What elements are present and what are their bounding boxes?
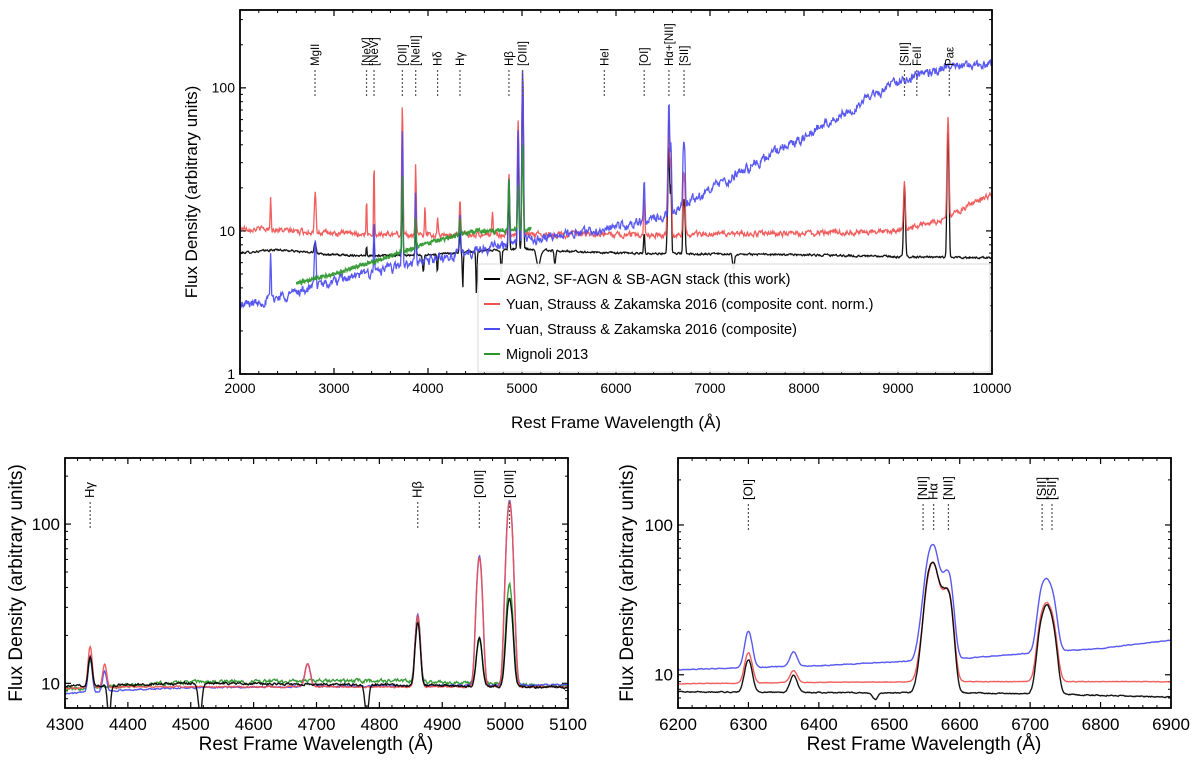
line-label-oii: [OII] xyxy=(397,44,409,66)
line-label-sii: [SII] xyxy=(679,46,691,66)
xtick-label: 4700 xyxy=(298,715,336,734)
xtick-label: 6800 xyxy=(1082,715,1120,734)
xtick-label: 9000 xyxy=(882,380,913,396)
series-yuan-strauss-zakamska-2016-composite xyxy=(65,499,568,695)
series-agn2-sf-agn-sb-agn-stack-this-work xyxy=(240,85,992,294)
xtick-label: 7000 xyxy=(694,380,725,396)
line-label-oi: [OI] xyxy=(740,479,755,500)
top-frame xyxy=(239,9,993,375)
top-ylabel: Flux Density (arbitrary units) xyxy=(182,86,201,299)
line-label-nev: [NeV] xyxy=(369,37,381,66)
series-yuan-strauss-zakamska-2016-composite-cont-norm xyxy=(240,70,992,241)
line-label-neiii: [NeIII] xyxy=(411,35,423,66)
line-label-oiii: [OIII] xyxy=(502,470,517,498)
line-label-h: Hγ xyxy=(82,482,97,498)
xtick-label: 5000 xyxy=(506,380,537,396)
ytick-label: 10 xyxy=(41,674,60,693)
line-label-hei: HeI xyxy=(599,48,611,66)
bottom-left-ticks: 4300 4400 4500 4600 4700 4800 4900 5000 5100 10 10… xyxy=(32,458,587,734)
xtick-label: 6500 xyxy=(870,715,908,734)
bottom-right-xlabel: Rest Frame Wavelength (Å) xyxy=(807,734,1042,755)
series-yuan-strauss-zakamska-2016-composite xyxy=(678,543,1171,671)
xtick-label: 4800 xyxy=(360,715,398,734)
series-agn2-sf-agn-sb-agn-stack-this-work xyxy=(678,561,1171,701)
ytick-label: 100 xyxy=(32,515,60,534)
legend-label-yuan-norm: Yuan, Strauss & Zakamska 2016 (composite… xyxy=(506,297,874,313)
ytick-label: 10 xyxy=(654,666,673,685)
series-yuan-strauss-zakamska-2016-composite-cont-norm xyxy=(65,500,568,690)
bottom-left-line-markers: Hγ Hβ [OIII] [OIII] xyxy=(82,470,517,528)
xtick-label: 5000 xyxy=(486,715,524,734)
xtick-label: 4500 xyxy=(172,715,210,734)
panel-bottom-left-hbeta-oiii: 4300 4400 4500 4600 4700 4800 4900 5000 5100 10 10… xyxy=(6,457,587,755)
line-label-pa: Paε xyxy=(944,47,956,66)
legend-box xyxy=(477,263,991,373)
series-yuan-strauss-zakamska-2016-composite xyxy=(240,59,992,309)
line-label-h-nii: Hα+[NII] xyxy=(664,23,676,66)
xtick-label: 2000 xyxy=(224,380,255,396)
xtick-label: 4900 xyxy=(423,715,461,734)
legend-label-yuan-comp: Yuan, Strauss & Zakamska 2016 (composite… xyxy=(506,322,797,338)
bottom-left-ylabel: Flux Density (arbitrary units) xyxy=(6,464,27,702)
xtick-label: 4300 xyxy=(46,715,84,734)
ytick-label: 1 xyxy=(227,366,235,382)
bottom-left-frame xyxy=(64,457,569,709)
line-label-h: Hδ xyxy=(433,51,445,66)
line-label-h: Hβ xyxy=(410,481,425,498)
xtick-label: 4000 xyxy=(412,380,443,396)
line-label-h: Hγ xyxy=(455,52,467,66)
line-label-nii: [NII] xyxy=(940,476,955,500)
line-label-sii: [SII] xyxy=(1034,477,1049,500)
line-label-feii: FeII xyxy=(912,46,924,66)
xtick-label: 6200 xyxy=(659,715,697,734)
bottom-left-series xyxy=(65,499,568,708)
ytick-label: 10 xyxy=(219,223,235,239)
panel-top-full-spectrum: 2000 3000 4000 5000 6000 7000 8000 9000 10000 1 10… xyxy=(182,9,1012,432)
xtick-label: 6300 xyxy=(730,715,768,734)
xtick-label: 5100 xyxy=(549,715,587,734)
line-label-siii: [SIII] xyxy=(899,42,911,66)
line-label-oiii: [OIII] xyxy=(471,470,486,498)
line-label-sii: [SII] xyxy=(1044,477,1059,500)
xtick-label: 6000 xyxy=(600,380,631,396)
xtick-label: 10000 xyxy=(973,380,1012,396)
bottom-right-line-markers: [OI] [NII]Hα [NII] [SII][SII] xyxy=(740,476,1059,530)
xtick-label: 8000 xyxy=(788,380,819,396)
bottom-right-ylabel: Flux Density (arbitrary units) xyxy=(617,464,638,702)
line-label-h: Hα xyxy=(926,483,941,500)
legend-label-mignoli: Mignoli 2013 xyxy=(506,347,588,363)
xtick-label: 6600 xyxy=(941,715,979,734)
xtick-label: 6900 xyxy=(1152,715,1190,734)
ytick-label: 100 xyxy=(212,80,236,96)
ytick-label: 100 xyxy=(645,516,673,535)
series-agn2-sf-agn-sb-agn-stack-this-work xyxy=(65,597,568,708)
line-label-mgii: MgII xyxy=(310,44,322,66)
legend-label-agn-stack: AGN2, SF-AGN & SB-AGN stack (this work) xyxy=(506,272,790,288)
panel-bottom-right-halpha-nii: 6200 6300 6400 6500 6600 6700 6800 6900 10 100 [O… xyxy=(617,457,1190,755)
top-series xyxy=(240,59,992,309)
bottom-left-xlabel: Rest Frame Wavelength (Å) xyxy=(199,734,434,755)
line-label-nev: [NeV] xyxy=(362,37,374,66)
xtick-label: 6400 xyxy=(800,715,838,734)
bottom-right-frame xyxy=(677,457,1172,709)
xtick-label: 3000 xyxy=(318,380,349,396)
top-line-markers: MgII [NeV][NeV] [OII] [NeIII] Hδ Hγ Hβ [OIII] He… xyxy=(310,23,956,96)
top-xlabel: Rest Frame Wavelength (Å) xyxy=(511,413,721,432)
line-label-oi: [OI] xyxy=(639,47,651,66)
xtick-label: 6700 xyxy=(1011,715,1049,734)
line-label-oiii: [OIII] xyxy=(518,41,530,66)
xtick-label: 4600 xyxy=(235,715,273,734)
series-mignoli-2013 xyxy=(65,581,568,693)
line-label-nii: [NII] xyxy=(915,476,930,500)
legend: AGN2, SF-AGN & SB-AGN stack (this work) … xyxy=(477,263,991,373)
bottom-right-series xyxy=(678,543,1171,701)
line-label-h: Hβ xyxy=(504,51,516,66)
xtick-label: 4400 xyxy=(109,715,147,734)
bottom-right-ticks: 6200 6300 6400 6500 6600 6700 6800 6900 10 100 xyxy=(645,458,1190,734)
series-mignoli-2013 xyxy=(295,144,532,287)
